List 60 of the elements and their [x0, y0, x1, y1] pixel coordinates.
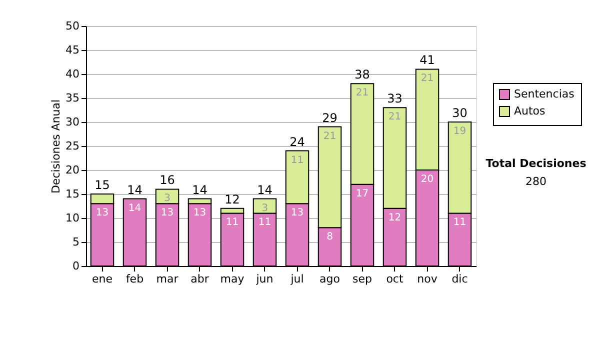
data-label: 21 — [356, 88, 369, 99]
y-tick-label: 10 — [66, 212, 80, 224]
data-label: 11 — [226, 217, 239, 228]
data-label: 19 — [453, 126, 466, 137]
total-label: 12 — [224, 192, 240, 206]
legend-label: Sentencias — [514, 88, 575, 100]
x-tick-label: jun — [255, 272, 274, 286]
data-label: 21 — [323, 130, 336, 142]
legend-label: Autos — [514, 104, 546, 118]
data-label: 3 — [262, 202, 268, 214]
data-label: 21 — [420, 73, 434, 84]
total-label: 15 — [94, 178, 110, 192]
total-label: 14 — [257, 182, 272, 197]
text: Total Decisiones — [486, 157, 587, 170]
total-label: 30 — [452, 106, 468, 120]
data-label: 13 — [160, 208, 174, 219]
y-tick-label: 15 — [66, 188, 80, 200]
x-tick-label: dic — [452, 272, 468, 286]
data-label: 8 — [326, 232, 333, 243]
total-label: 14 — [127, 182, 142, 197]
total-label: 24 — [290, 134, 305, 149]
x-tick-label: feb — [126, 272, 144, 286]
total-label: 29 — [322, 110, 338, 125]
data-label: 12 — [388, 212, 402, 224]
data-label: 20 — [420, 174, 434, 185]
y-tick-label: 25 — [66, 140, 80, 152]
x-tick-label: sep — [352, 272, 372, 286]
data-label: 11 — [258, 217, 272, 228]
x-tick-label: oct — [386, 272, 404, 286]
x-tick-label: ene — [92, 272, 113, 286]
data-label: 13 — [193, 208, 206, 219]
total-label: 41 — [420, 53, 435, 68]
y-tick-label: 50 — [66, 20, 80, 32]
data-label: 3 — [164, 193, 170, 204]
y-axis-title: Decisiones Anual — [50, 99, 63, 194]
total-label: 16 — [160, 173, 175, 188]
data-label: 17 — [356, 188, 369, 200]
data-label: 21 — [388, 112, 402, 123]
y-tick-label: 5 — [72, 236, 80, 248]
y-tick-label: 40 — [66, 68, 80, 80]
total-label: 14 — [192, 182, 208, 197]
data-label: 11 — [290, 154, 304, 166]
data-label: 13 — [96, 208, 109, 219]
y-tick-label: 20 — [66, 164, 80, 176]
x-tick-label: nov — [417, 272, 438, 286]
x-tick-label: abr — [190, 272, 210, 286]
x-tick-label: mar — [156, 272, 179, 286]
y-tick-label: 30 — [66, 116, 80, 128]
total-label: 33 — [387, 92, 402, 106]
data-label: 11 — [453, 217, 466, 228]
data-label: 14 — [128, 202, 142, 214]
x-tick-label: jul — [290, 272, 304, 286]
text: 280 — [526, 175, 546, 188]
y-tick-label: 0 — [72, 260, 80, 272]
total-label: 38 — [354, 68, 370, 82]
data-label: 13 — [290, 208, 304, 219]
y-tick-label: 45 — [66, 44, 80, 56]
x-tick-label: may — [220, 272, 245, 286]
y-tick-label: 35 — [66, 92, 80, 104]
x-tick-label: ago — [320, 272, 340, 286]
